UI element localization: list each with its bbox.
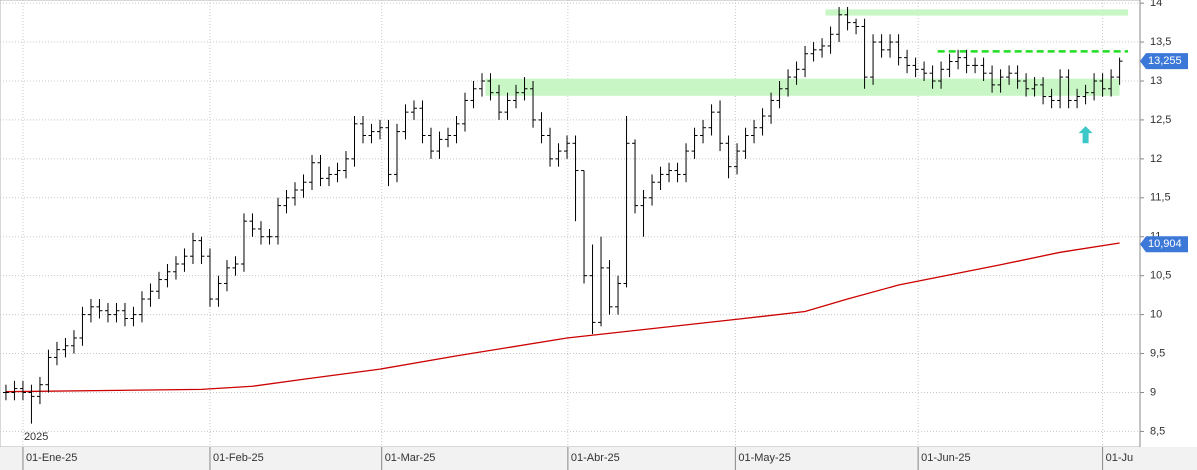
price-tag-label: 13,255	[1148, 55, 1182, 67]
y-tick-label: 13,5	[1150, 36, 1171, 48]
support-zone	[825, 9, 1129, 16]
plot-area	[0, 0, 1141, 448]
year-label: 2025	[24, 431, 48, 443]
y-tick-label: 8,5	[1150, 425, 1165, 437]
y-tick-label: 12,5	[1150, 114, 1171, 126]
y-tick-label: 10,5	[1150, 270, 1171, 282]
x-tick-label: 01-Ju	[1106, 452, 1134, 464]
y-tick-label: 9	[1150, 386, 1156, 398]
y-tick-label: 10	[1150, 309, 1162, 321]
y-tick-label: 11,5	[1150, 192, 1171, 204]
x-tick-label: 01-Jun-25	[921, 452, 971, 464]
x-tick-label: 01-Ene-25	[26, 452, 77, 464]
x-tick-label: 01-May-25	[738, 452, 791, 464]
price-tag-label: 10,904	[1148, 238, 1182, 250]
y-tick-label: 14	[1150, 0, 1162, 9]
price-tag	[1140, 53, 1188, 70]
y-tick-label: 9,5	[1150, 347, 1165, 359]
x-tick-label: 01-Mar-25	[385, 452, 436, 464]
moving-average	[5, 242, 1120, 393]
y-tick-label: 13	[1150, 75, 1162, 87]
x-axis-strip	[0, 447, 1197, 470]
x-tick-label: 01-Abr-25	[571, 452, 620, 464]
x-tick-label: 01-Feb-25	[213, 452, 264, 464]
support-zone	[485, 78, 1120, 96]
arrow	[1078, 126, 1093, 144]
price-tag	[1140, 236, 1188, 253]
y-tick-label: 12	[1150, 153, 1162, 165]
